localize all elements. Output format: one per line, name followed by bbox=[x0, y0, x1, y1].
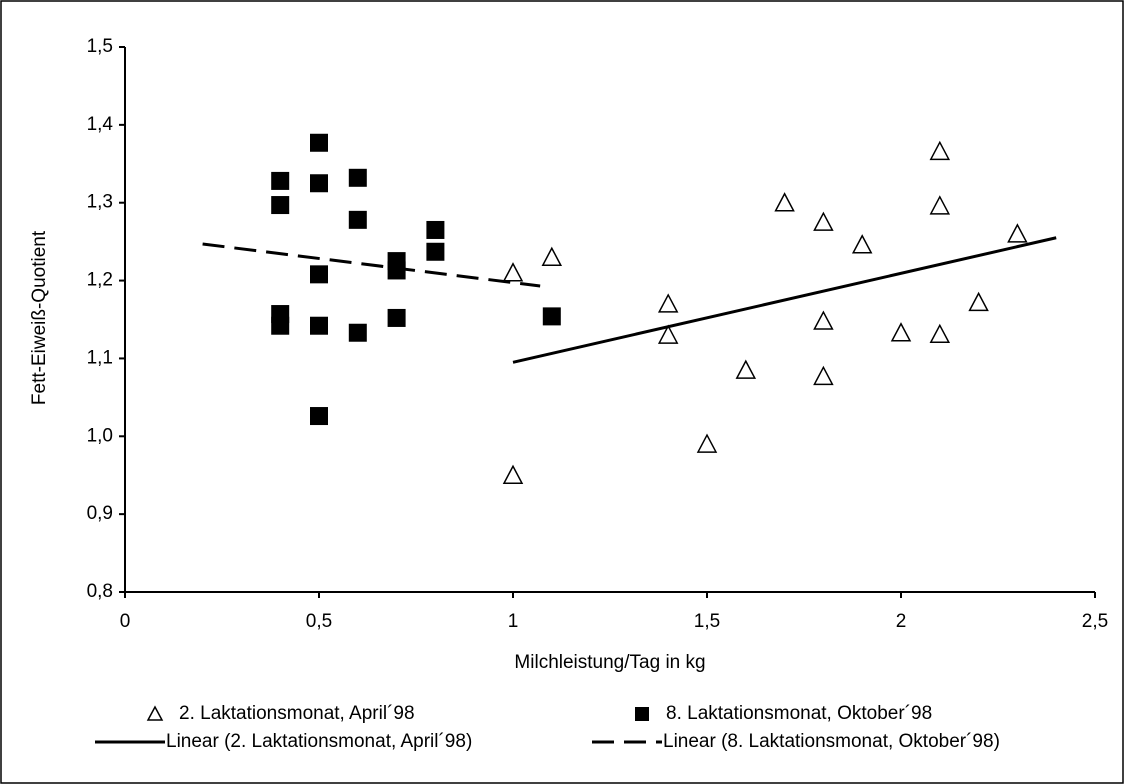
square-marker bbox=[310, 407, 328, 426]
square-marker bbox=[348, 210, 367, 229]
y-tick-label: 1,1 bbox=[87, 347, 113, 368]
x-tick-label: 2,5 bbox=[1082, 611, 1108, 632]
legend-label: 2. Laktationsmonat, April´98 bbox=[179, 703, 415, 724]
triangle-marker bbox=[929, 323, 951, 344]
square-marker bbox=[271, 316, 290, 335]
y-tick-label: 0,8 bbox=[87, 581, 113, 602]
legend-marker bbox=[146, 705, 164, 721]
triangle-marker bbox=[502, 262, 524, 282]
trend-line bbox=[202, 242, 541, 288]
triangle-marker bbox=[851, 234, 873, 254]
square-marker bbox=[387, 308, 406, 327]
y-tick-label: 1,0 bbox=[87, 425, 113, 446]
triangle-marker bbox=[813, 211, 834, 231]
square-marker bbox=[426, 220, 445, 239]
x-tick-label: 1,5 bbox=[694, 611, 720, 632]
legend-label: Linear (2. Laktationsmonat, April´98) bbox=[166, 731, 472, 752]
triangle-marker bbox=[813, 310, 834, 330]
y-axis-title: Fett-Eiweiß-Quotient bbox=[29, 230, 50, 405]
legend-label: 8. Laktationsmonat, Oktober´98 bbox=[666, 703, 932, 724]
y-tick-label: 1,4 bbox=[87, 114, 114, 135]
square-marker bbox=[271, 171, 290, 190]
square-marker bbox=[271, 196, 290, 215]
y-tick-label: 0,9 bbox=[87, 503, 113, 524]
square-marker bbox=[310, 133, 328, 152]
triangle-marker bbox=[774, 192, 795, 212]
square-marker bbox=[310, 316, 328, 335]
square-marker bbox=[310, 174, 328, 193]
square-marker bbox=[348, 323, 367, 342]
triangle-marker bbox=[813, 365, 834, 386]
x-tick-label: 1 bbox=[508, 611, 519, 632]
triangle-marker bbox=[657, 293, 679, 313]
triangle-marker bbox=[541, 246, 563, 266]
triangle-marker bbox=[696, 433, 718, 453]
y-tick-label: 1,2 bbox=[87, 270, 113, 291]
x-tick-label: 2 bbox=[896, 611, 907, 632]
y-tick-label: 1,5 bbox=[87, 36, 113, 57]
square-marker bbox=[426, 242, 445, 261]
triangle-marker bbox=[735, 359, 757, 379]
legend-marker bbox=[635, 707, 649, 721]
square-marker bbox=[542, 307, 561, 326]
triangle-marker bbox=[929, 140, 951, 161]
triangle-marker bbox=[502, 464, 524, 484]
square-marker bbox=[387, 261, 406, 280]
x-tick-label: 0,5 bbox=[306, 611, 332, 632]
trend-line bbox=[512, 236, 1057, 364]
y-tick-label: 1,3 bbox=[87, 192, 113, 213]
square-marker bbox=[310, 265, 328, 284]
triangle-marker bbox=[929, 195, 951, 215]
x-axis-title: Milchleistung/Tag in kg bbox=[514, 652, 705, 673]
triangle-marker bbox=[1007, 223, 1028, 243]
triangle-marker bbox=[968, 291, 989, 312]
triangle-marker bbox=[657, 324, 679, 344]
triangle-marker bbox=[890, 322, 912, 342]
x-tick-label: 0 bbox=[120, 611, 131, 632]
legend-label: Linear (8. Laktationsmonat, Oktober´98) bbox=[663, 731, 1000, 752]
square-marker bbox=[348, 168, 367, 187]
